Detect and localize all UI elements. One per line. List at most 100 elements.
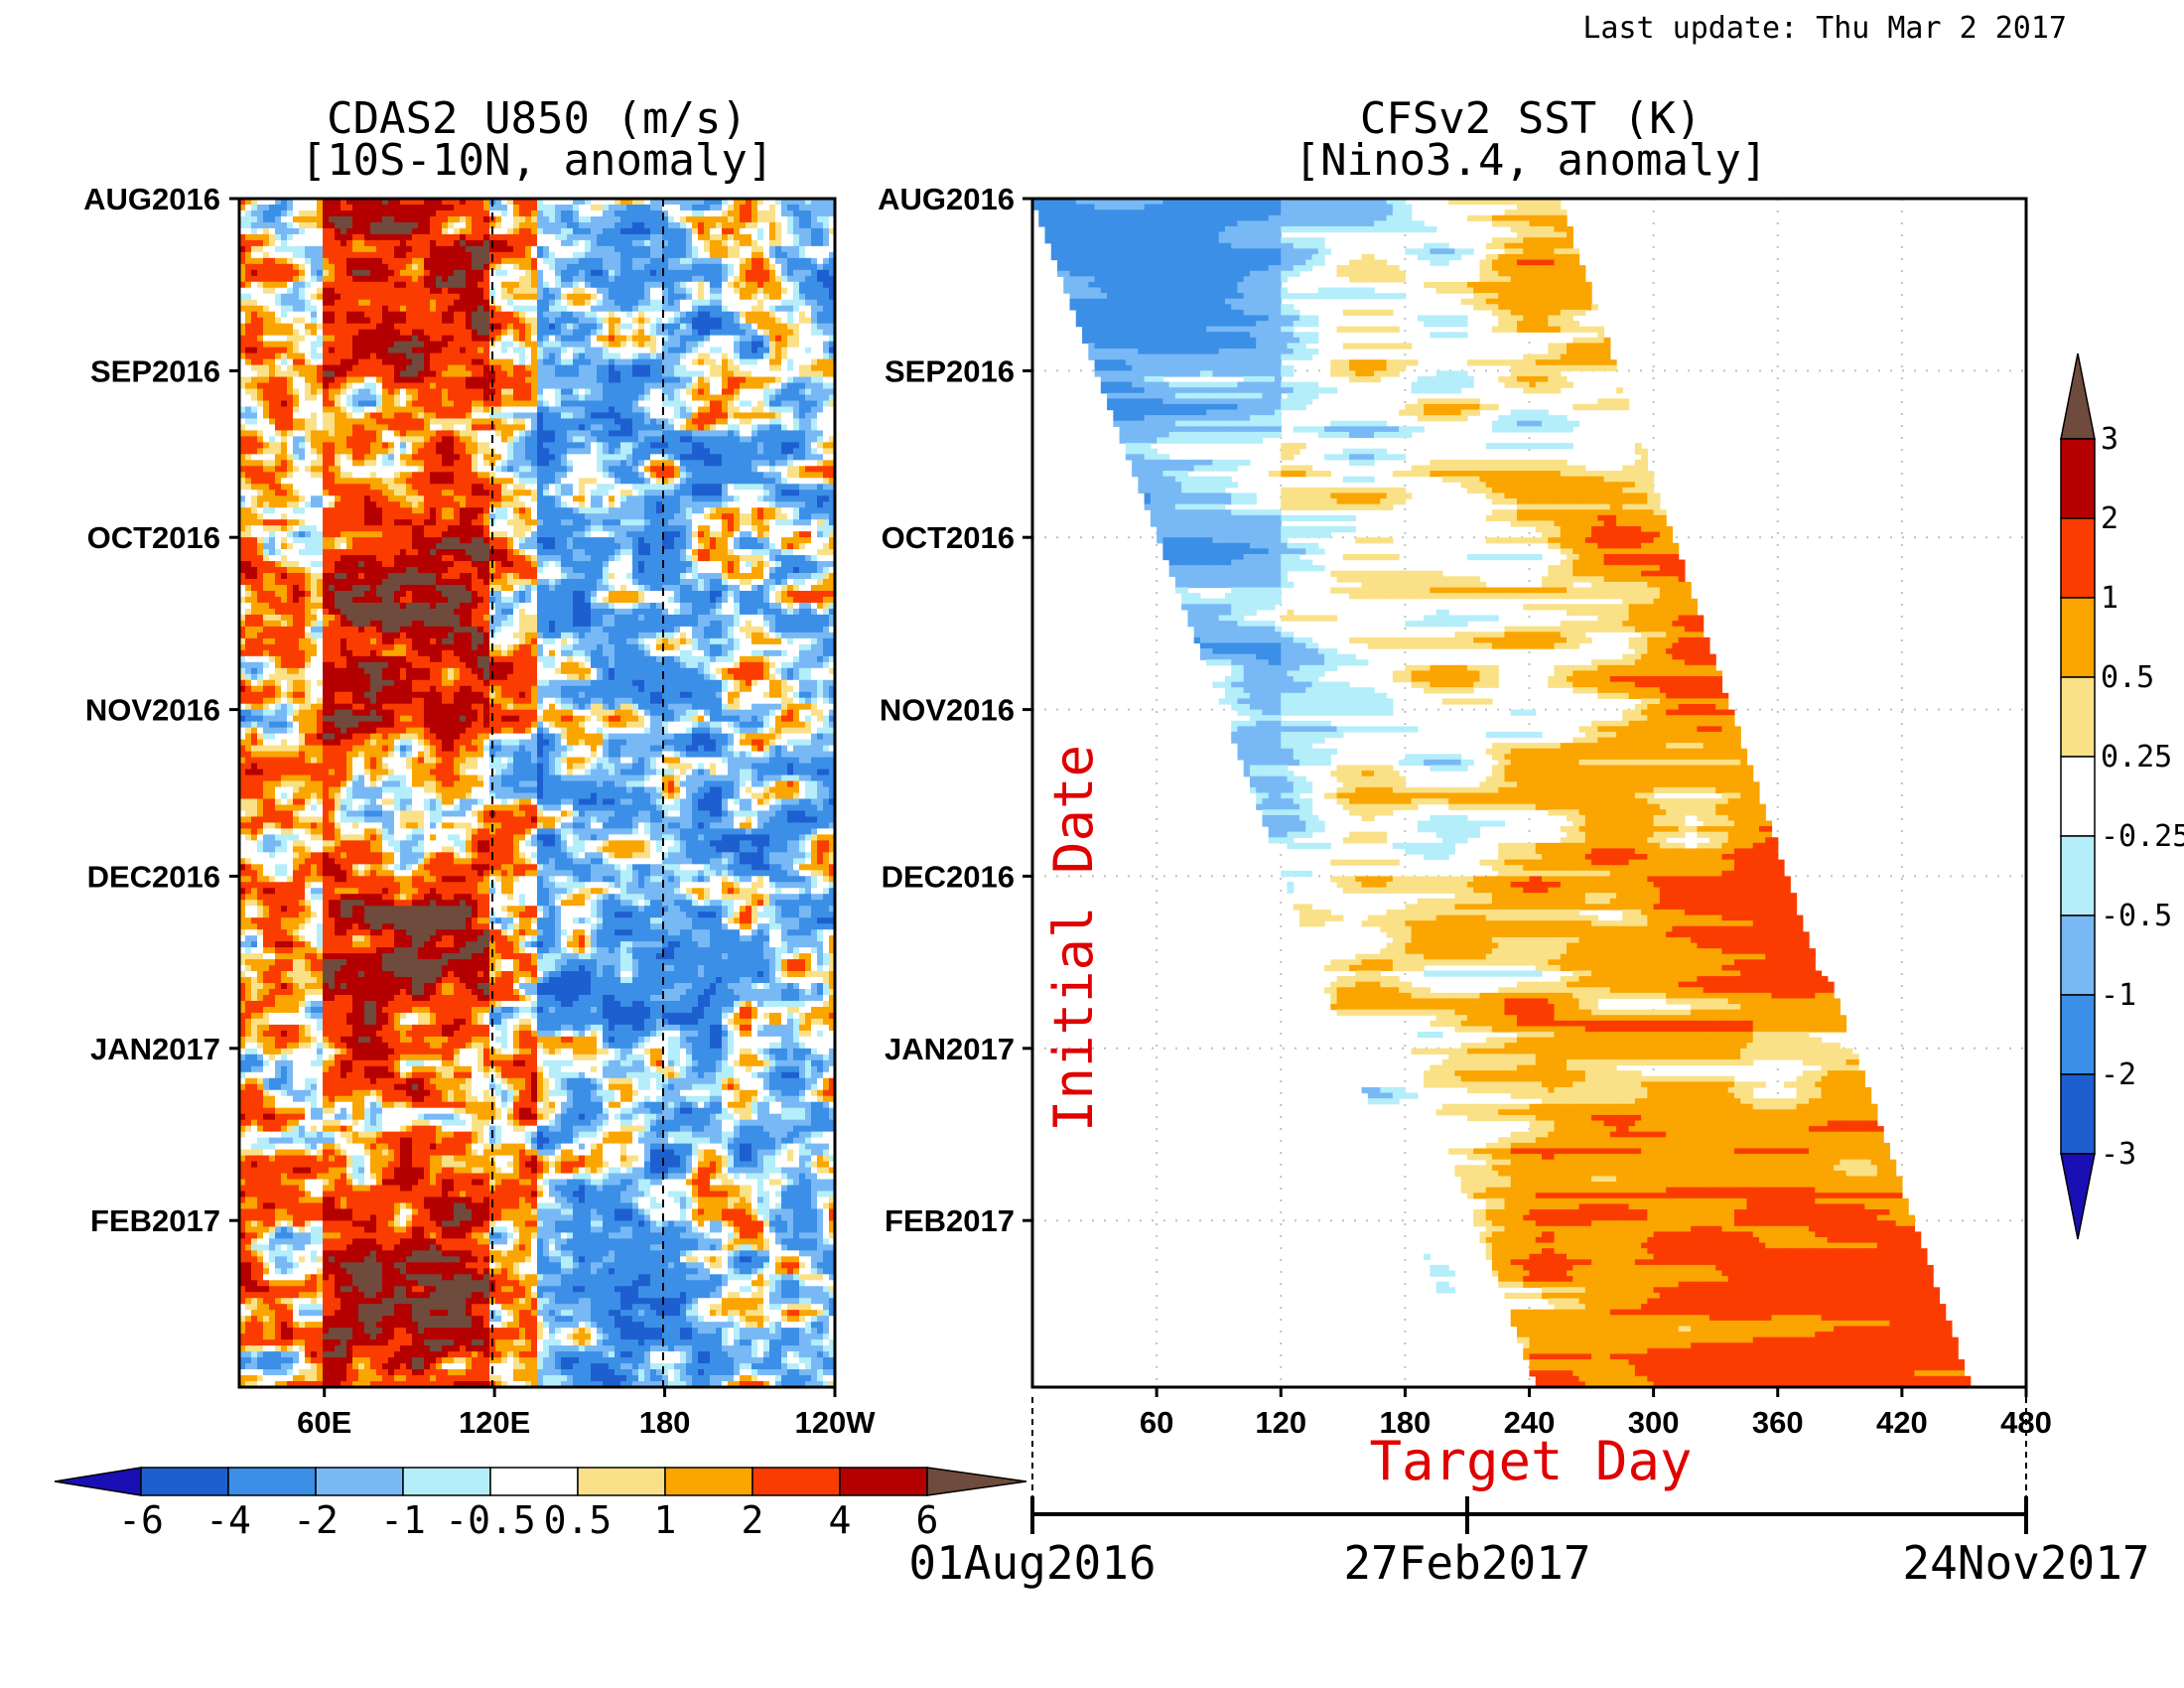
u850-cell xyxy=(323,484,330,491)
u850-cell xyxy=(478,300,484,307)
u850-cell xyxy=(257,400,264,407)
u850-cell xyxy=(478,353,484,360)
u850-cell xyxy=(454,371,461,378)
u850-cell xyxy=(597,205,604,211)
u850-cell xyxy=(400,472,407,479)
u850-cell xyxy=(275,312,282,319)
u850-cell xyxy=(579,400,586,407)
u850-cell xyxy=(692,389,699,396)
u850-cell xyxy=(352,240,359,247)
u850-cell xyxy=(341,383,347,390)
u850-cell xyxy=(299,258,306,265)
u850-cell xyxy=(424,300,431,307)
u850-cell xyxy=(620,418,627,425)
u850-cell xyxy=(650,228,657,235)
u850-cell xyxy=(305,312,312,319)
u850-cell xyxy=(394,472,401,479)
u850-cell xyxy=(263,318,270,325)
u850-cell xyxy=(823,342,830,349)
u850-cell xyxy=(728,300,735,307)
u850-cell xyxy=(662,484,669,491)
u850-cell xyxy=(525,330,532,337)
u850-cell xyxy=(448,222,455,229)
u850-cell xyxy=(483,264,490,271)
u850-cell xyxy=(650,406,657,413)
u850-cell xyxy=(358,234,365,241)
u850-cell xyxy=(811,270,818,277)
u850-cell xyxy=(728,228,735,235)
u850-cell xyxy=(805,282,812,289)
u850-cell xyxy=(585,466,592,473)
u850-cell xyxy=(609,377,615,384)
u850-cell xyxy=(388,324,395,331)
u850-cell xyxy=(543,288,550,295)
u850-cell xyxy=(650,466,657,473)
u850-cell xyxy=(626,472,633,479)
u850-cell xyxy=(769,205,776,211)
u850-cell xyxy=(573,240,580,247)
u850-cell xyxy=(400,412,407,419)
u850-cell xyxy=(591,383,598,390)
u850-cell xyxy=(436,252,443,259)
u850-cell xyxy=(346,460,353,467)
u850-cell xyxy=(775,490,782,496)
u850-cell xyxy=(781,211,788,217)
u850-cell xyxy=(603,365,610,372)
u850-cell xyxy=(817,246,824,253)
u850-cell xyxy=(591,312,598,319)
u850-cell xyxy=(549,270,556,277)
u850-cell xyxy=(734,252,741,259)
u850-cell xyxy=(763,294,770,301)
u850-cell xyxy=(418,312,425,319)
u850-cell xyxy=(537,211,544,217)
u850-cell xyxy=(740,472,747,479)
u850-cell xyxy=(305,211,312,217)
u850-cell xyxy=(793,300,800,307)
u850-cell xyxy=(597,365,604,372)
u850-cell xyxy=(573,377,580,384)
u850-cell xyxy=(644,466,651,473)
u850-cell xyxy=(799,270,806,277)
u850-cell xyxy=(412,383,419,390)
u850-cell xyxy=(674,400,681,407)
u850-cell xyxy=(632,270,639,277)
u850-cell xyxy=(251,288,258,295)
u850-cell xyxy=(626,228,633,235)
u850-cell xyxy=(704,377,711,384)
u850-cell xyxy=(728,400,735,407)
u850-cell xyxy=(501,336,508,343)
u850-cell xyxy=(591,424,598,431)
u850-cell xyxy=(430,353,437,360)
u850-cell xyxy=(740,330,747,337)
u850-cell xyxy=(525,252,532,259)
u850-cell xyxy=(793,288,800,295)
u850-cell xyxy=(805,454,812,461)
u850-cell xyxy=(775,389,782,396)
u850-cell xyxy=(710,336,717,343)
u850-cell xyxy=(394,211,401,217)
u850-cell xyxy=(638,478,645,485)
u850-cell xyxy=(692,472,699,479)
u850-cell xyxy=(614,288,621,295)
u850-cell xyxy=(495,412,502,419)
u850-cell xyxy=(388,228,395,235)
u850-cell xyxy=(472,252,478,259)
u850-cell xyxy=(317,306,324,313)
u850-cell xyxy=(531,395,538,402)
u850-cell xyxy=(507,270,514,277)
u850-cell xyxy=(668,312,675,319)
u850-cell xyxy=(769,211,776,217)
u850-cell xyxy=(728,342,735,349)
u850-cell xyxy=(358,430,365,437)
u850-cell xyxy=(412,365,419,372)
u850-cell xyxy=(263,234,270,241)
u850-cell xyxy=(644,294,651,301)
u850-cell xyxy=(543,365,550,372)
u850-cell xyxy=(632,312,639,319)
u850-cell xyxy=(257,490,264,496)
u850-cell xyxy=(549,312,556,319)
u850-cell xyxy=(478,359,484,366)
u850-cell xyxy=(728,460,735,467)
u850-cell xyxy=(769,234,776,241)
u850-cell xyxy=(466,318,473,325)
